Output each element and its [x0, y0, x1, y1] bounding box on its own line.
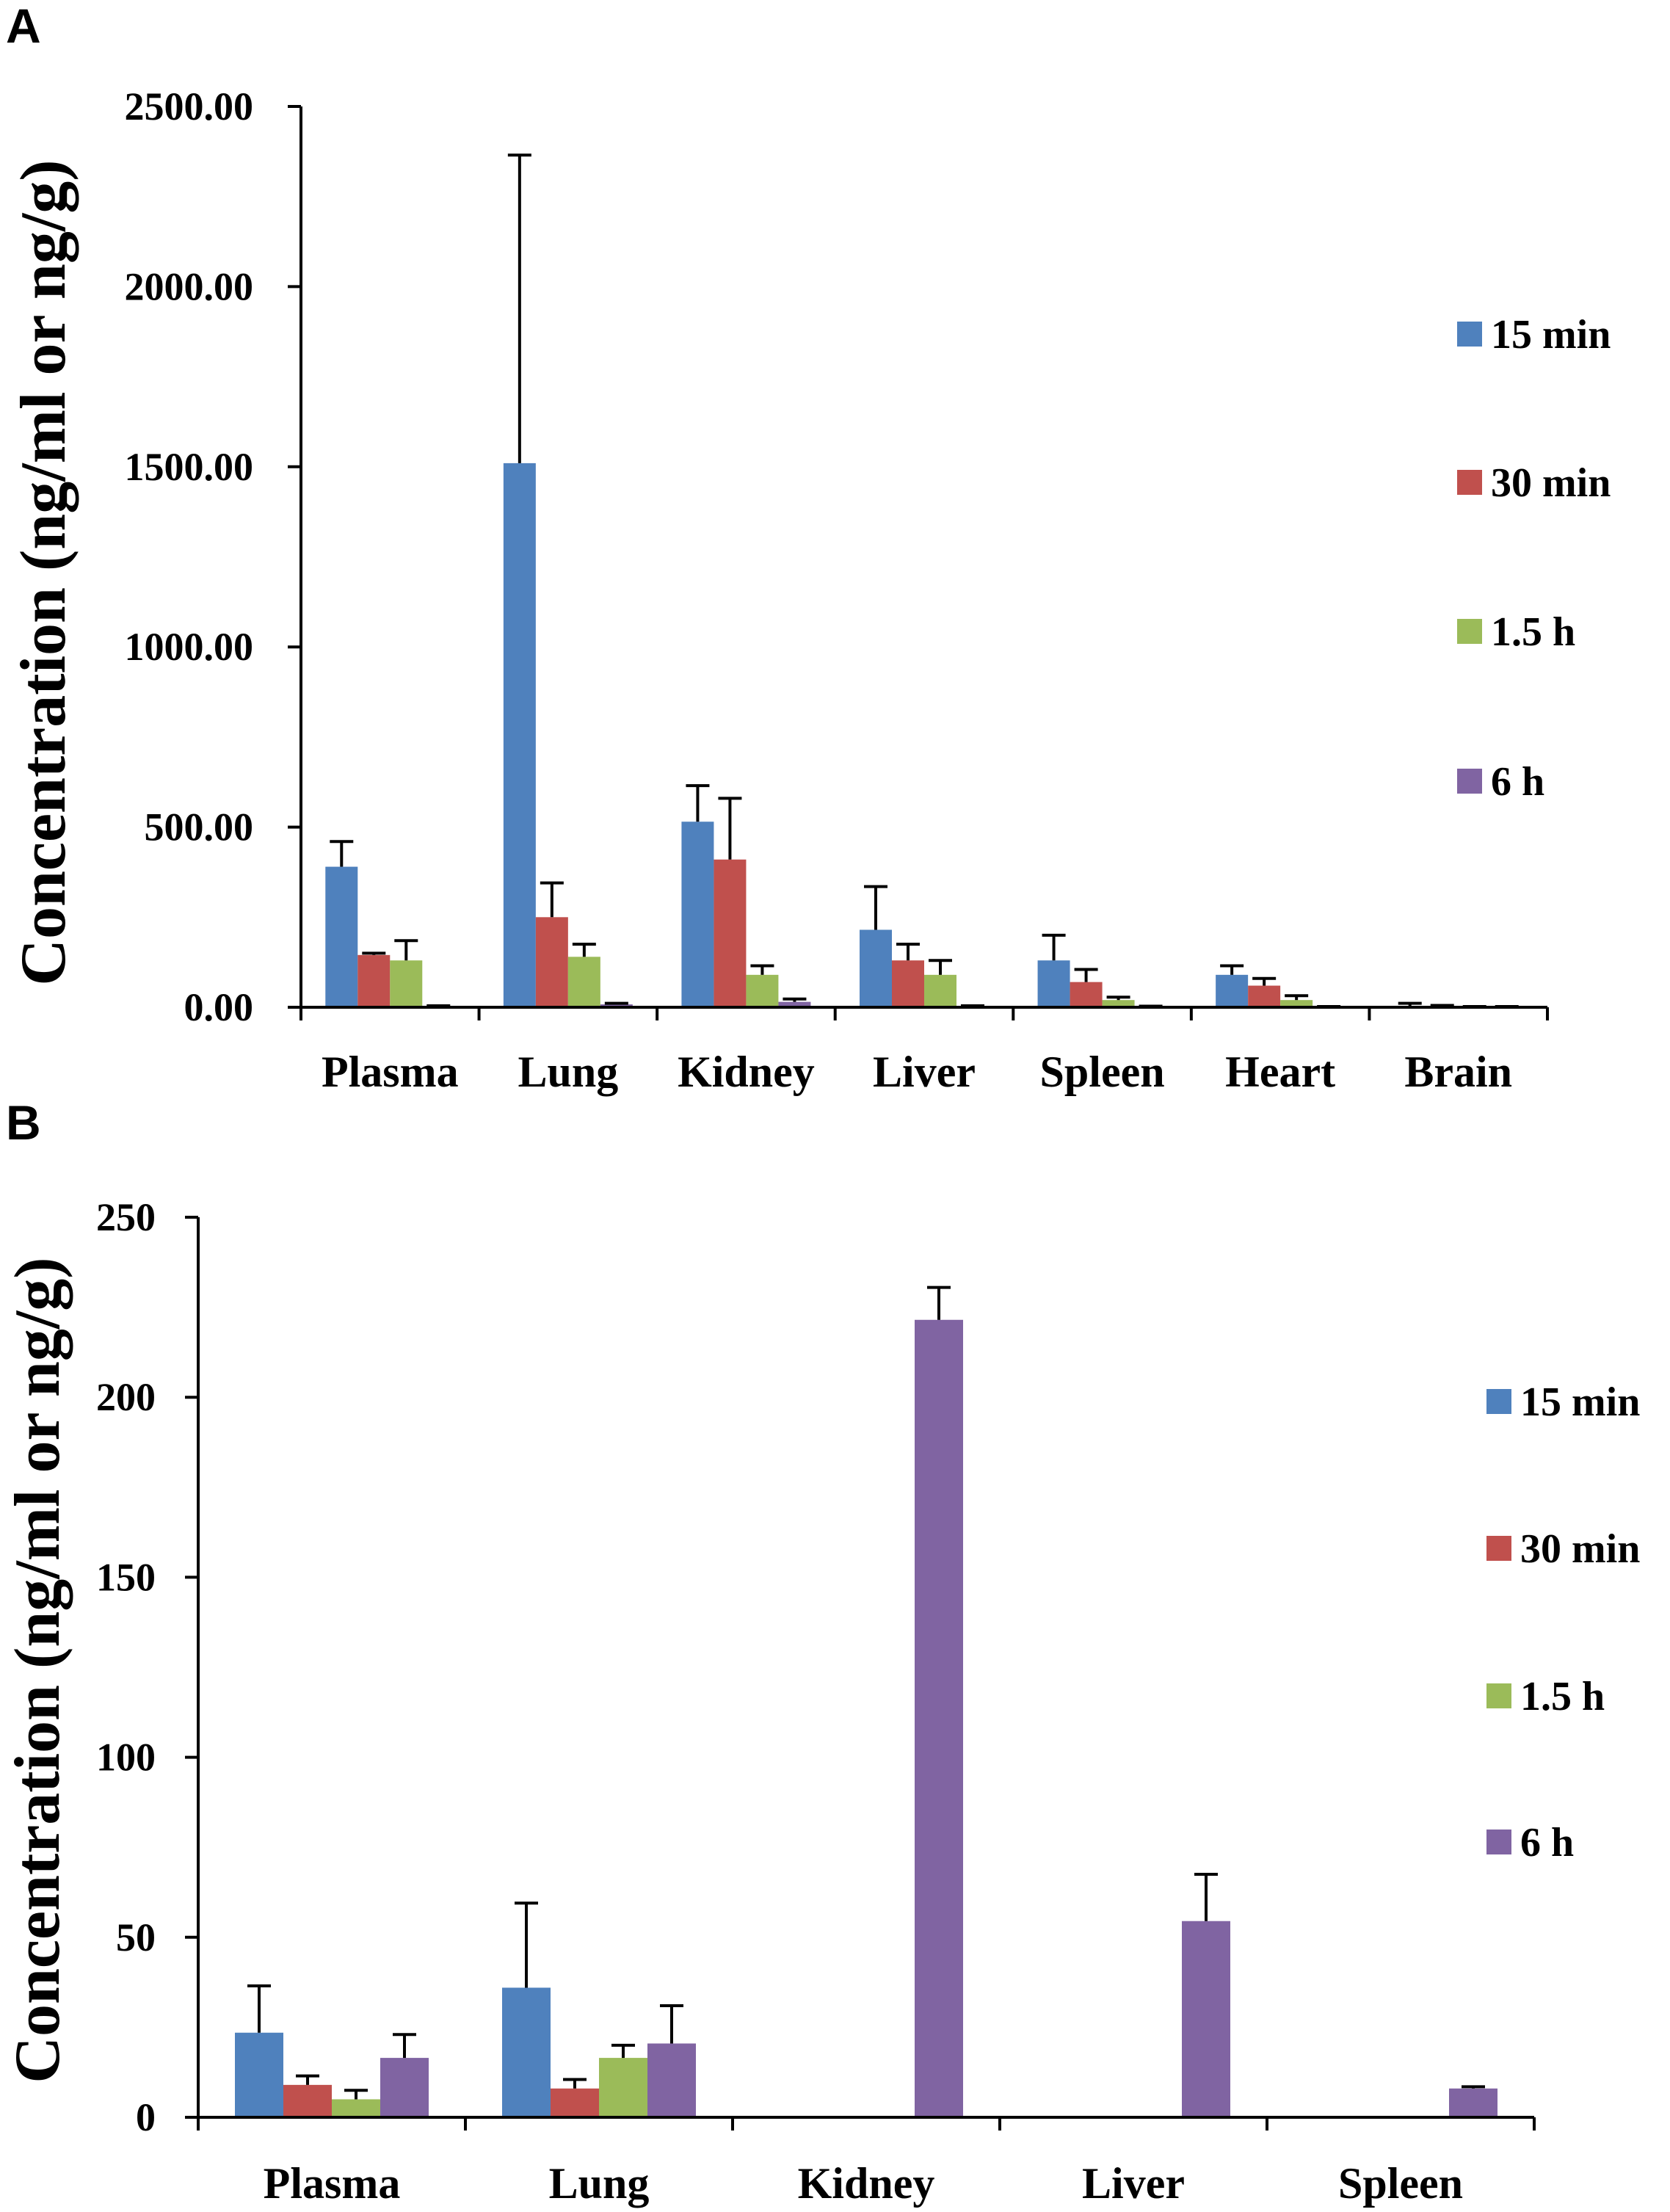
panel-a-bar-liver-15-min — [860, 929, 892, 1007]
panel-a-y-tick-label: 2500.00 — [125, 84, 254, 128]
panel-a-legend-label-6-h: 6 h — [1491, 759, 1544, 805]
panel-a-bar-lung-30-min — [535, 917, 568, 1007]
panel-a-legend-label-1-5-h: 1.5 h — [1491, 609, 1575, 655]
panel-a-y-tick-label: 0.00 — [184, 985, 254, 1029]
panel-a-bar-heart-30-min — [1248, 985, 1281, 1007]
panel-b-category-labels: Plasma Lung Kidney Liver Spleen — [264, 2159, 1463, 2208]
panel-a-legend-swatch-15-min — [1457, 322, 1482, 347]
panel-b-bar-liver-6-h — [1182, 1921, 1230, 2117]
panel-b-y-ticks: 0 50 100 150 200 250 — [96, 1195, 198, 2139]
panel-a-bar-spleen-15-min — [1037, 960, 1070, 1007]
panel-a-bar-plasma-15-min — [325, 866, 358, 1007]
panel-a-category-label-kidney: Kidney — [678, 1048, 815, 1096]
panel-b-bar-plasma-15-min — [235, 2032, 283, 2117]
panel-a-legend: 15 min 30 min 1.5 h 6 h — [1457, 312, 1611, 805]
panel-a-bar-liver-30-min — [892, 960, 924, 1007]
panel-a-bar-heart-1-5-h — [1280, 1000, 1313, 1007]
panel-a-category-labels: Plasma Lung Kidney Liver Spleen Heart Brain — [322, 1048, 1512, 1096]
panel-a-y-tick-label: 2000.00 — [125, 264, 254, 308]
panel-a-bar-lung-15-min — [503, 463, 536, 1007]
panel-a-category-label-spleen: Spleen — [1040, 1048, 1165, 1096]
panel-a-bar-kidney-6-h — [778, 1001, 811, 1007]
panel-b-bar-kidney-6-h — [915, 1319, 963, 2117]
panel-b-bar-plasma-1-5-h — [332, 2099, 380, 2117]
panel-a-bars — [325, 463, 1523, 1008]
panel-a-bar-kidney-15-min — [681, 822, 714, 1007]
panel-b-category-label-spleen: Spleen — [1338, 2159, 1463, 2208]
panel-b-y-tick-label: 0 — [136, 2095, 156, 2139]
panel-b-y-tick-label: 50 — [116, 1915, 156, 1959]
panel-b-legend-swatch-30-min — [1486, 1536, 1511, 1561]
panel-a-bar-kidney-1-5-h — [746, 974, 779, 1007]
panel-a-bar-liver-1-5-h — [924, 974, 956, 1007]
panel-a-y-tick-label: 1000.00 — [125, 625, 254, 669]
panel-b-legend-label-30-min: 30 min — [1520, 1526, 1640, 1572]
panel-letter-b: B — [6, 1095, 41, 1150]
panel-a-category-label-plasma: Plasma — [322, 1048, 459, 1096]
panel-a-y-ticks: 0.00 500.00 1000.00 1500.00 2000.00 2500.00 — [125, 84, 301, 1029]
panel-letter-a: A — [6, 0, 41, 53]
panel-a-bar-spleen-30-min — [1070, 982, 1103, 1007]
panel-a-y-axis-title-group: Concentration (ng/ml or ng/g) — [8, 159, 79, 985]
panel-b-bar-spleen-6-h — [1449, 2088, 1497, 2117]
panel-b-bar-lung-6-h — [647, 2043, 696, 2117]
panel-b-category-label-plasma: Plasma — [264, 2159, 401, 2208]
panel-a-bar-spleen-1-5-h — [1102, 1000, 1135, 1007]
panel-a-category-label-lung: Lung — [518, 1048, 618, 1096]
panel-b-y-tick-label: 250 — [96, 1195, 156, 1239]
panel-b-axes — [197, 1217, 1536, 2131]
panel-b-category-label-liver: Liver — [1082, 2159, 1185, 2208]
panel-b-bar-lung-30-min — [551, 2088, 599, 2117]
panel-b-bar-plasma-30-min — [283, 2084, 332, 2117]
panel-a-legend-swatch-6-h — [1457, 769, 1482, 794]
panel-b-bar-lung-15-min — [502, 1987, 551, 2117]
panel-b-bar-plasma-6-h — [380, 2058, 429, 2117]
panel-a-bar-kidney-30-min — [714, 859, 747, 1007]
panel-b-y-tick-label: 200 — [96, 1375, 156, 1419]
panel-b-y-axis-title-group: Concentration (ng/ml or ng/g) — [2, 1257, 73, 2083]
panel-b-legend: 15 min 30 min 1.5 h 6 h — [1486, 1379, 1640, 1865]
panel-b-legend-label-6-h: 6 h — [1520, 1820, 1574, 1865]
panel-a-axes — [299, 106, 1549, 1020]
panel-b-legend-swatch-6-h — [1486, 1830, 1511, 1854]
panel-a-category-label-heart: Heart — [1225, 1048, 1335, 1096]
panel-a: A Concentration (ng/ml or ng/g) 0.00 500.… — [6, 0, 1611, 1096]
panel-a-legend-swatch-30-min — [1457, 470, 1482, 495]
panel-a-category-label-brain: Brain — [1404, 1048, 1512, 1096]
panel-a-bar-lung-1-5-h — [567, 957, 600, 1007]
panel-b-error-bars — [247, 1286, 1485, 2100]
panel-a-legend-label-30-min: 30 min — [1491, 460, 1611, 506]
panel-b-y-axis-title: Concentration (ng/ml or ng/g) — [2, 1257, 73, 2083]
panel-b-category-label-lung: Lung — [549, 2159, 650, 2208]
panel-a-error-bars — [330, 153, 1519, 1009]
panel-a-legend-swatch-1-5-h — [1457, 619, 1482, 644]
panel-a-bar-plasma-30-min — [357, 954, 391, 1007]
panel-b-bars — [235, 1319, 1497, 2117]
panel-a-y-axis-title: Concentration (ng/ml or ng/g) — [8, 159, 79, 985]
panel-b-legend-label-15-min: 15 min — [1520, 1379, 1640, 1425]
panel-b-y-tick-label: 100 — [96, 1736, 156, 1780]
panel-b: B Concentration (ng/ml or ng/g) 0 50 100 15… — [2, 1095, 1640, 2208]
panel-a-bar-heart-15-min — [1216, 974, 1249, 1007]
panel-b-legend-label-1-5-h: 1.5 h — [1520, 1674, 1605, 1719]
panel-a-category-label-liver: Liver — [873, 1048, 976, 1096]
panel-b-category-label-kidney: Kidney — [798, 2159, 935, 2208]
panel-a-y-tick-label: 1500.00 — [125, 445, 254, 489]
panel-a-y-tick-label: 500.00 — [145, 805, 254, 849]
panel-a-legend-label-15-min: 15 min — [1491, 312, 1611, 358]
panel-a-bar-plasma-1-5-h — [390, 960, 423, 1007]
panel-b-y-tick-label: 150 — [96, 1555, 156, 1599]
panel-b-legend-swatch-1-5-h — [1486, 1683, 1511, 1708]
panel-b-bar-lung-1-5-h — [599, 2058, 647, 2117]
panel-b-legend-swatch-15-min — [1486, 1389, 1511, 1414]
